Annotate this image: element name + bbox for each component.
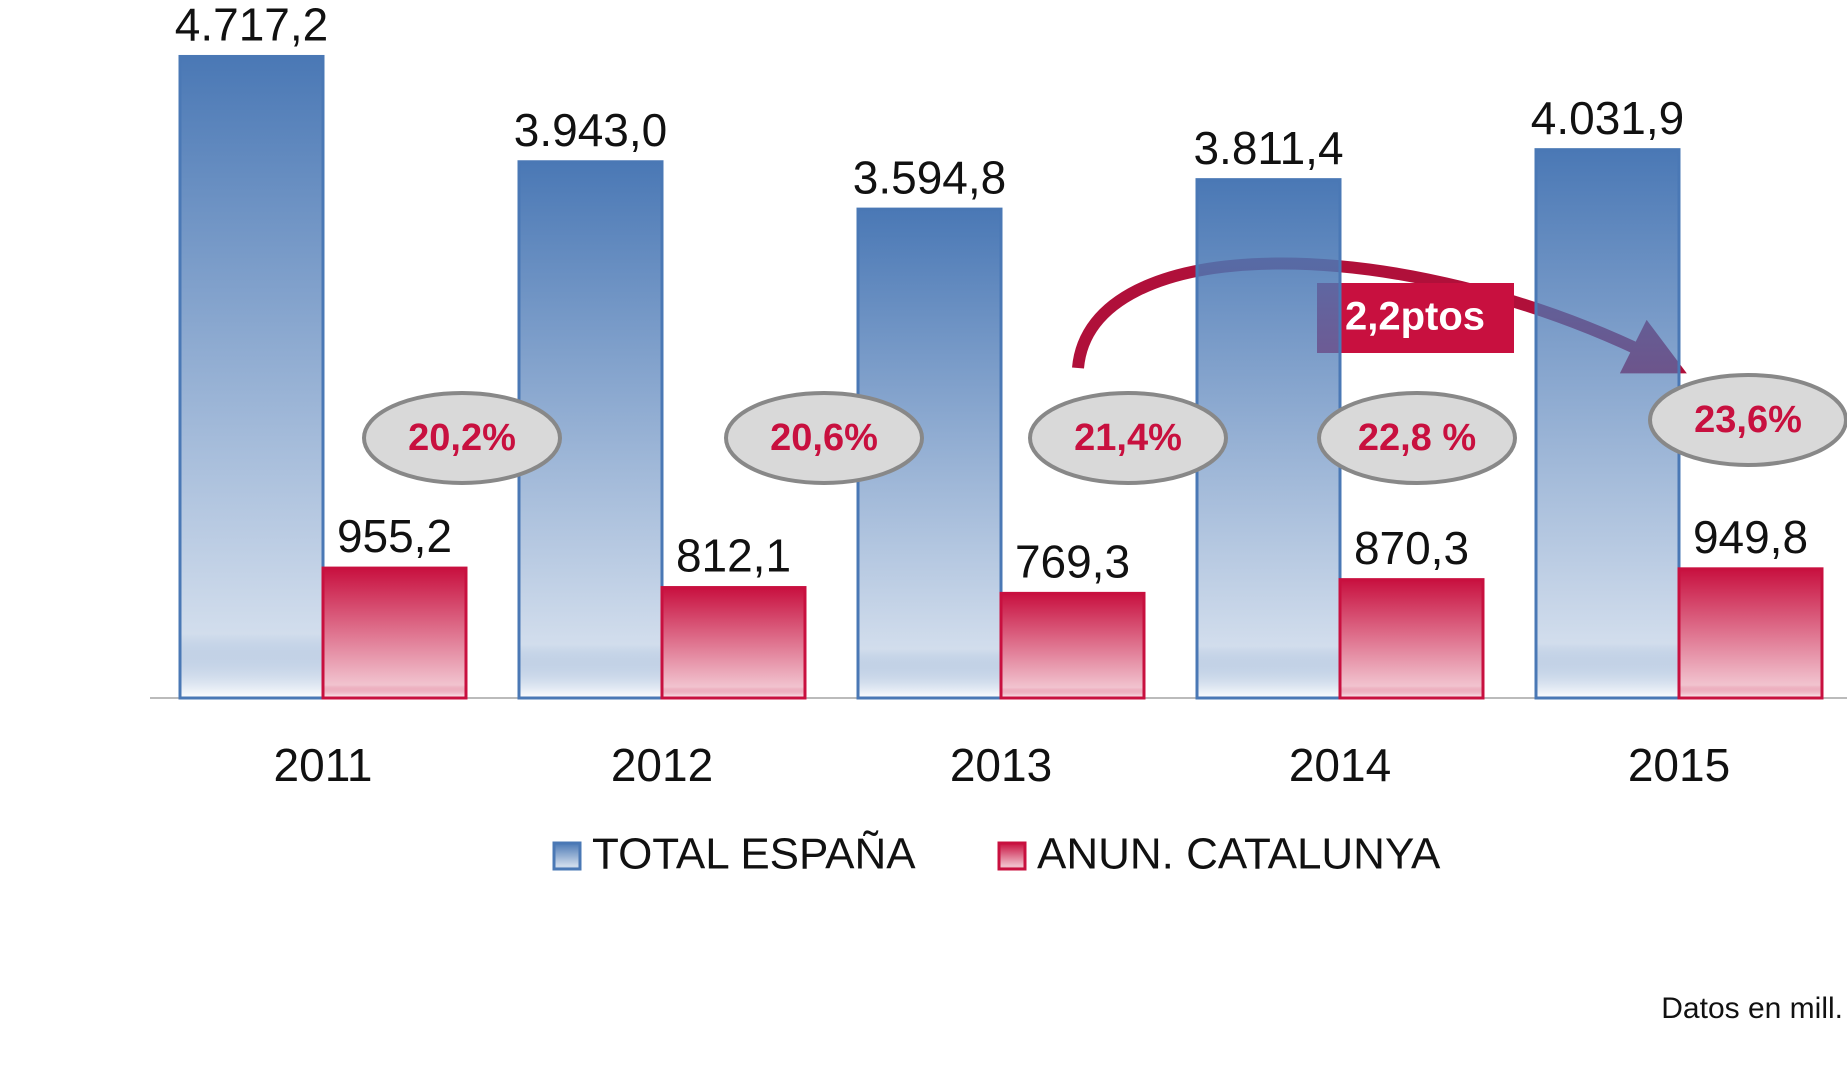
legend-label: ANUN. CATALUNYA [1037, 830, 1441, 879]
share-bubble [362, 391, 562, 485]
x-tick-label: 2012 [611, 739, 713, 791]
bar [178, 54, 325, 700]
value-label: 4.717,2 [175, 0, 328, 51]
legend-label: TOTAL ESPAÑA [592, 829, 916, 879]
legend-swatch [997, 841, 1027, 871]
value-label: 4.031,9 [1531, 92, 1684, 144]
x-tick-label: 2011 [274, 739, 373, 791]
x-tick-label: 2015 [1628, 739, 1730, 791]
share-bubble [1648, 373, 1847, 467]
value-label: 812,1 [676, 530, 791, 582]
value-label: 769,3 [1015, 536, 1130, 588]
x-tick-label: 2014 [1289, 739, 1391, 791]
share-bubble [1028, 391, 1228, 485]
x-tick-label: 2013 [950, 739, 1052, 791]
share-label: 21,4% [1074, 417, 1182, 459]
bar [1338, 578, 1485, 700]
bar [999, 591, 1146, 700]
share-label: 20,6% [770, 417, 878, 459]
arrow-label-box [1317, 283, 1514, 353]
value-label: 870,3 [1354, 522, 1469, 574]
value-label: 3.594,8 [853, 151, 1006, 203]
value-label: 3.943,0 [514, 104, 667, 156]
value-label: 949,8 [1693, 511, 1808, 563]
note: Datos en mill. [1661, 992, 1843, 1025]
value-label: 955,2 [337, 510, 452, 562]
share-label: 22,8 % [1358, 417, 1476, 459]
legend-swatch [552, 841, 582, 871]
value-label: 3.811,4 [1193, 122, 1343, 174]
share-label: 20,2% [408, 417, 516, 459]
share-bubble [1317, 391, 1517, 485]
bar [1195, 178, 1342, 700]
share-label: 23,6% [1694, 399, 1802, 441]
bar [321, 566, 468, 700]
share-bubble [724, 391, 924, 485]
bar [1677, 567, 1824, 700]
bar [660, 586, 807, 700]
arrow-label: 2,2ptos [1345, 295, 1485, 339]
